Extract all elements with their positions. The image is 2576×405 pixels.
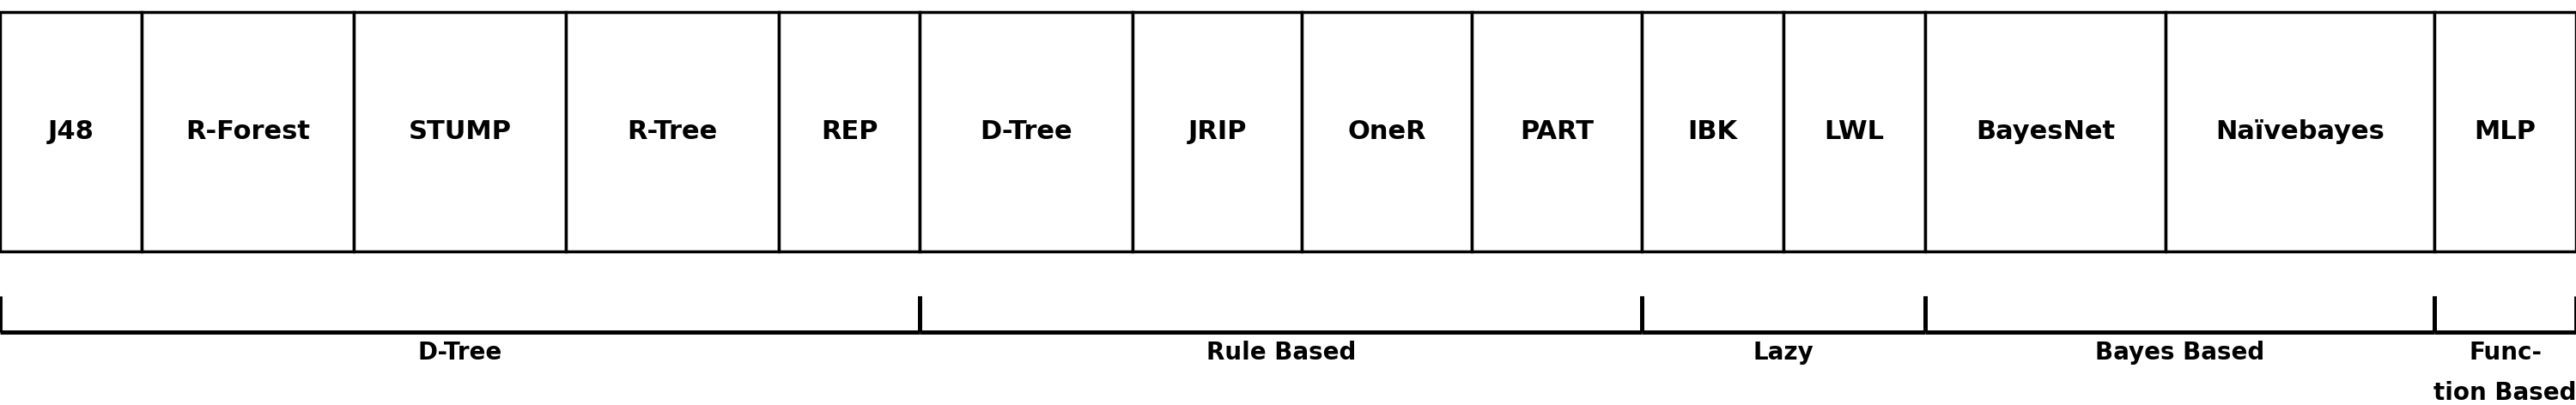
Text: REP: REP (822, 119, 878, 144)
Bar (567, 12, 778, 251)
Bar (142, 12, 353, 251)
Bar (353, 12, 567, 251)
Text: R-Forest: R-Forest (185, 119, 309, 144)
Bar (1301, 12, 1471, 251)
Bar (1924, 12, 2166, 251)
Text: Naïvebayes: Naïvebayes (2215, 119, 2385, 144)
Bar (778, 12, 920, 251)
Text: tion Based: tion Based (2434, 381, 2576, 405)
Text: LWL: LWL (1824, 119, 1883, 144)
Text: MLP: MLP (2476, 119, 2537, 144)
Text: D-Tree: D-Tree (979, 119, 1072, 144)
Text: D-Tree: D-Tree (417, 340, 502, 365)
Text: OneR: OneR (1347, 119, 1427, 144)
Bar (1641, 12, 1783, 251)
Bar (920, 12, 1133, 251)
Text: IBK: IBK (1687, 119, 1739, 144)
Text: BayesNet: BayesNet (1976, 119, 2115, 144)
Text: PART: PART (1520, 119, 1595, 144)
Bar (1471, 12, 1641, 251)
Bar (2434, 12, 2576, 251)
Bar (2166, 12, 2434, 251)
Bar (1133, 12, 1301, 251)
Text: R-Tree: R-Tree (626, 119, 719, 144)
Bar (0, 12, 142, 251)
Text: STUMP: STUMP (410, 119, 513, 144)
Text: Rule Based: Rule Based (1206, 340, 1355, 365)
Text: J48: J48 (46, 119, 93, 144)
Text: Lazy: Lazy (1754, 340, 1814, 365)
Text: JRIP: JRIP (1188, 119, 1247, 144)
Text: Func-: Func- (2468, 340, 2543, 365)
Bar (1783, 12, 1924, 251)
Text: Bayes Based: Bayes Based (2094, 340, 2264, 365)
